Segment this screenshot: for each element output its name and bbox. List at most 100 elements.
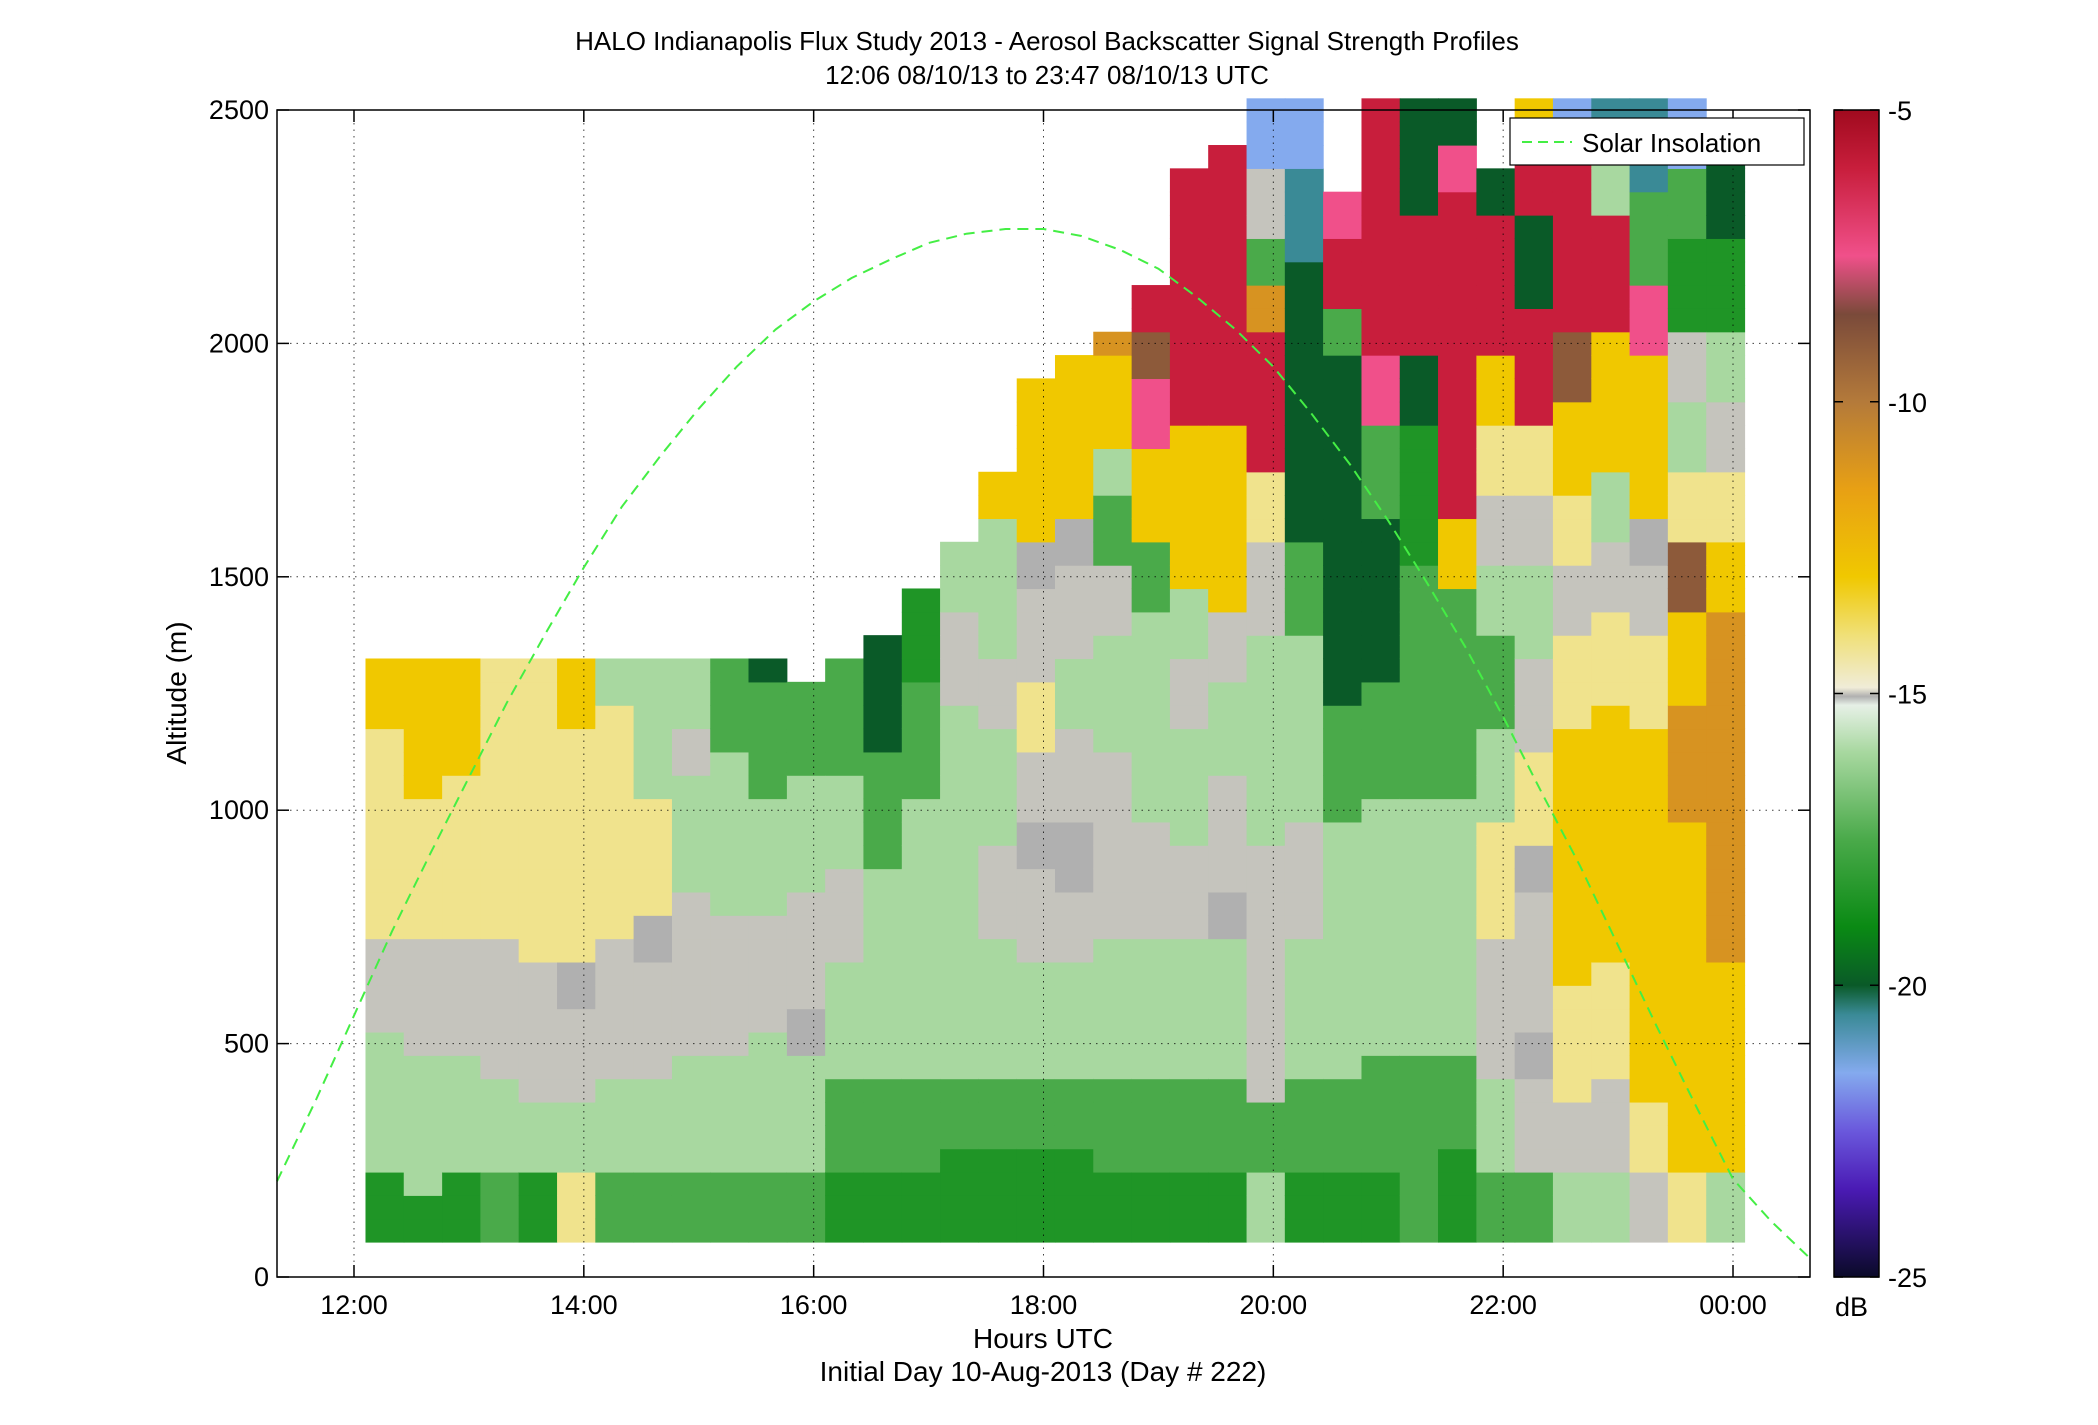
heatmap-cell	[1093, 1078, 1133, 1103]
heatmap-cell	[365, 845, 405, 870]
heatmap-cell	[1438, 285, 1477, 309]
heatmap-cell	[978, 1008, 1018, 1033]
heatmap-cell	[1706, 728, 1746, 753]
heatmap-cell	[1438, 705, 1477, 730]
colorbar-tick-label: -5	[1888, 96, 1912, 126]
heatmap-cell	[1016, 378, 1056, 403]
heatmap-cell	[1054, 611, 1094, 636]
heatmap-cell	[1284, 145, 1324, 169]
heatmap-cell	[1361, 1195, 1401, 1220]
heatmap-cell	[1476, 495, 1516, 520]
heatmap-cell	[1169, 1008, 1209, 1033]
heatmap-cell	[1667, 845, 1707, 870]
heatmap-cell	[786, 728, 826, 753]
heatmap-cell	[1706, 471, 1746, 496]
x-tick-label: 00:00	[1699, 1290, 1767, 1320]
heatmap-cell	[1667, 1195, 1707, 1220]
heatmap-cell	[1629, 1055, 1669, 1080]
heatmap-cell	[1246, 261, 1286, 286]
heatmap-cell	[1208, 1125, 1248, 1150]
heatmap-cell	[633, 891, 673, 916]
heatmap-cell	[1667, 658, 1707, 683]
heatmap-cell	[1591, 705, 1631, 730]
heatmap-cell	[901, 915, 941, 940]
heatmap-cell	[1667, 588, 1707, 613]
heatmap-cell	[1706, 775, 1746, 800]
heatmap-cell	[633, 1031, 673, 1056]
heatmap-cell	[1093, 1195, 1133, 1220]
heatmap-cell	[1054, 635, 1094, 660]
heatmap-cell	[978, 471, 1018, 496]
heatmap-cell	[1284, 1055, 1324, 1080]
heatmap-cell	[1246, 1101, 1286, 1126]
heatmap-cell	[1667, 1055, 1707, 1080]
heatmap-cell	[1169, 518, 1209, 543]
heatmap-cell	[1476, 891, 1516, 916]
heatmap-cell	[1131, 775, 1171, 800]
heatmap-cell	[1054, 495, 1094, 520]
heatmap-cell	[978, 1125, 1018, 1150]
heatmap-cell	[1361, 401, 1401, 426]
heatmap-cell	[1246, 1055, 1286, 1080]
heatmap-cell	[1399, 1195, 1439, 1220]
heatmap-cell	[1016, 1218, 1056, 1243]
heatmap-cell	[1629, 775, 1669, 800]
heatmap-cell	[1399, 215, 1439, 239]
heatmap-cell	[1667, 308, 1707, 333]
heatmap-cell	[1514, 635, 1554, 660]
heatmap-cell	[1208, 1031, 1248, 1056]
x-tick-label: 20:00	[1240, 1290, 1308, 1320]
heatmap-cell	[863, 751, 903, 776]
heatmap-cell	[1476, 1101, 1516, 1126]
heatmap-cell	[1667, 775, 1707, 800]
heatmap-cell	[1054, 845, 1094, 870]
heatmap-cell	[1246, 121, 1286, 146]
heatmap-cell	[748, 1125, 788, 1150]
heatmap-cell	[1323, 775, 1362, 800]
heatmap-cell	[1208, 1078, 1248, 1103]
heatmap-cell	[671, 1148, 711, 1173]
heatmap-cell	[901, 985, 941, 1010]
heatmap-cell	[365, 728, 405, 753]
heatmap-cell	[940, 658, 979, 683]
heatmap-cell	[1706, 308, 1746, 333]
heatmap-cell	[671, 705, 711, 730]
heatmap-cell	[480, 1218, 520, 1243]
heatmap-cell	[1284, 588, 1324, 613]
heatmap-cell	[1591, 378, 1631, 403]
heatmap-cell	[1591, 1148, 1631, 1173]
heatmap-cell	[557, 728, 596, 753]
heatmap-cell	[710, 1171, 750, 1196]
heatmap-cell	[786, 1195, 826, 1220]
heatmap-cell	[1399, 1055, 1439, 1080]
heatmap-cell	[1552, 401, 1592, 426]
heatmap-cell	[1208, 331, 1248, 356]
heatmap-cell	[1016, 1008, 1056, 1033]
heatmap-cell	[1323, 425, 1362, 450]
heatmap-cell	[1093, 471, 1133, 496]
heatmap-cell	[1016, 1125, 1056, 1150]
heatmap-cell	[403, 915, 443, 940]
heatmap-cell	[1438, 985, 1477, 1010]
heatmap-cell	[633, 1125, 673, 1150]
heatmap-cell	[1208, 938, 1248, 963]
heatmap-cell	[1284, 168, 1324, 193]
heatmap-cell	[595, 845, 635, 870]
heatmap-cell	[1208, 728, 1248, 753]
heatmap-cell	[442, 798, 482, 823]
heatmap-cell	[748, 1008, 788, 1033]
heatmap-cell	[1054, 891, 1094, 916]
heatmap-cell	[1246, 215, 1286, 239]
heatmap-cell	[1054, 821, 1094, 846]
heatmap-cell	[1169, 215, 1209, 239]
heatmap-cell	[1323, 285, 1362, 309]
heatmap-cell	[403, 938, 443, 963]
heatmap-cell	[1361, 751, 1401, 776]
heatmap-cell	[1476, 378, 1516, 403]
heatmap-cell	[1438, 1008, 1477, 1033]
heatmap-cell	[1016, 635, 1056, 660]
heatmap-cell	[1054, 775, 1094, 800]
heatmap-cell	[978, 985, 1018, 1010]
heatmap-cell	[1246, 1218, 1286, 1243]
